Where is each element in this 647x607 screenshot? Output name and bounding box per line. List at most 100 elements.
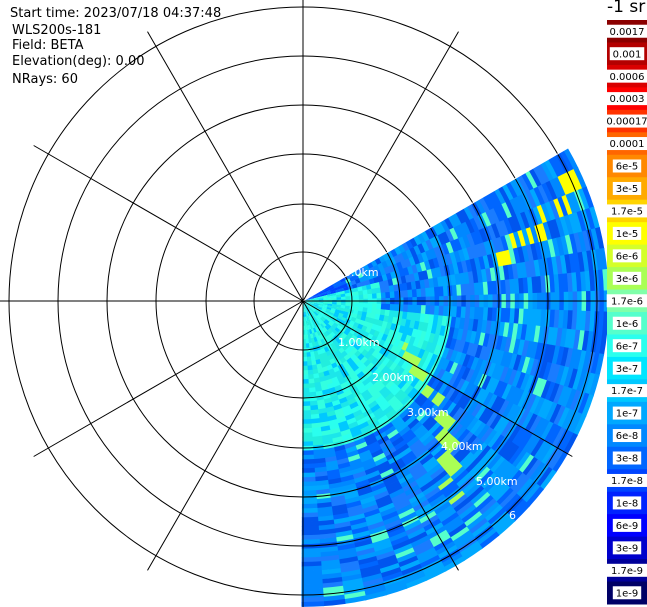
range-gate-cell xyxy=(314,484,330,491)
range-gate-cell xyxy=(483,475,501,494)
range-gate-cell xyxy=(466,384,478,400)
range-gate-cell xyxy=(408,439,423,452)
range-gate-cell xyxy=(378,386,389,396)
range-gate-cell xyxy=(550,364,561,385)
range-gate-cell xyxy=(321,307,327,311)
range-gate-cell xyxy=(562,432,578,456)
range-gate-cell xyxy=(424,437,439,451)
range-gate-cell xyxy=(474,243,484,259)
range-gate-cell xyxy=(555,217,566,239)
range-gate-cell xyxy=(438,286,444,297)
range-gate-cell xyxy=(302,352,307,358)
range-gate-cell xyxy=(391,495,409,508)
range-ring-label-fragment: n xyxy=(296,336,303,349)
colorbar-tick-label: 0.0003 xyxy=(610,94,645,105)
range-gate-cell xyxy=(460,306,467,319)
range-gate-cell xyxy=(370,357,379,366)
range-gate-cell xyxy=(572,329,581,351)
range-gate-cell xyxy=(399,476,416,489)
range-gate-cell xyxy=(537,184,550,205)
colorbar-label-bg xyxy=(612,429,642,443)
range-gate-cell xyxy=(559,291,565,312)
range-gate-cell xyxy=(328,313,334,319)
range-gate-cell xyxy=(379,468,395,480)
range-gate-cell xyxy=(321,291,327,295)
range-gate-cell xyxy=(321,289,327,294)
range-gate-cell xyxy=(325,310,331,315)
range-gate-cell xyxy=(320,361,327,369)
range-gate-cell xyxy=(528,461,546,483)
range-gate-cell xyxy=(332,281,338,287)
range-gate-cell xyxy=(504,249,513,267)
range-gate-cell xyxy=(333,521,351,530)
range-gate-cell xyxy=(537,360,548,381)
range-gate-cell xyxy=(354,479,370,489)
range-gate-cell xyxy=(339,569,362,578)
range-gate-cell xyxy=(544,201,557,222)
range-gate-cell xyxy=(543,239,552,260)
range-gate-cell xyxy=(412,254,421,266)
range-gate-cell xyxy=(499,250,508,267)
range-gate-cell xyxy=(378,562,400,574)
range-gate-cell xyxy=(478,282,484,296)
range-gate-cell xyxy=(551,345,561,366)
range-gate-cell xyxy=(302,481,316,487)
range-gate-cell xyxy=(455,448,471,465)
range-gate-cell xyxy=(339,400,350,409)
range-gate-cell xyxy=(423,387,435,400)
range-gate-cell xyxy=(375,371,385,381)
range-gate-cell xyxy=(493,397,506,415)
range-gate-cell xyxy=(397,447,413,459)
range-gate-cell xyxy=(317,519,335,527)
range-gate-cell xyxy=(389,398,401,410)
range-gate-cell xyxy=(339,564,361,574)
range-gate-cell xyxy=(512,247,522,265)
range-gate-cell xyxy=(309,302,315,305)
range-gate-cell xyxy=(306,311,309,317)
range-gate-cell xyxy=(322,303,329,306)
range-gate-cell xyxy=(356,556,378,566)
range-gate-cell xyxy=(317,403,326,410)
range-gate-cell xyxy=(383,279,390,288)
range-gate-cell xyxy=(309,295,314,299)
range-gate-cell xyxy=(305,298,311,301)
range-gate-cell xyxy=(352,409,363,418)
range-gate-cell xyxy=(313,377,321,384)
range-gate-cell xyxy=(476,424,491,441)
range-gate-cell xyxy=(301,499,318,505)
range-gate-cell xyxy=(420,251,429,263)
range-gate-cell xyxy=(365,470,381,480)
range-gate-cell xyxy=(312,313,317,318)
range-gate-cell xyxy=(444,459,460,475)
range-gate-cell xyxy=(377,558,399,570)
range-gate-cell xyxy=(486,507,507,527)
range-gate-cell xyxy=(302,383,310,389)
range-gate-cell xyxy=(487,281,493,296)
range-gate-cell xyxy=(409,377,420,389)
range-gate-cell xyxy=(322,296,329,299)
range-gate-cell xyxy=(437,382,449,396)
range-gate-cell xyxy=(450,274,457,287)
range-gate-cell xyxy=(316,330,322,337)
range-gate-cell xyxy=(532,397,546,417)
range-gate-cell xyxy=(547,425,562,447)
colorbar-label-bg xyxy=(612,271,642,285)
range-gate-cell xyxy=(327,301,333,305)
range-gate-cell xyxy=(378,506,397,518)
range-gate-cell xyxy=(425,287,431,298)
range-gate-cell xyxy=(313,294,319,298)
range-gate-cell xyxy=(594,331,603,355)
range-gate-cell xyxy=(314,331,319,338)
range-ring-label: 5.00km xyxy=(476,475,518,488)
range-gate-cell xyxy=(354,295,360,300)
range-gate-cell xyxy=(331,295,337,299)
range-gate-cell xyxy=(356,487,373,497)
range-gate-cell xyxy=(514,293,520,310)
range-gate-cell xyxy=(478,197,491,213)
range-gate-cell xyxy=(430,392,443,405)
range-gate-cell xyxy=(320,323,325,329)
range-gate-cell xyxy=(395,551,417,564)
range-gate-cell xyxy=(487,224,497,241)
range-gate-cell xyxy=(369,403,381,414)
range-gate-cell xyxy=(554,365,566,386)
